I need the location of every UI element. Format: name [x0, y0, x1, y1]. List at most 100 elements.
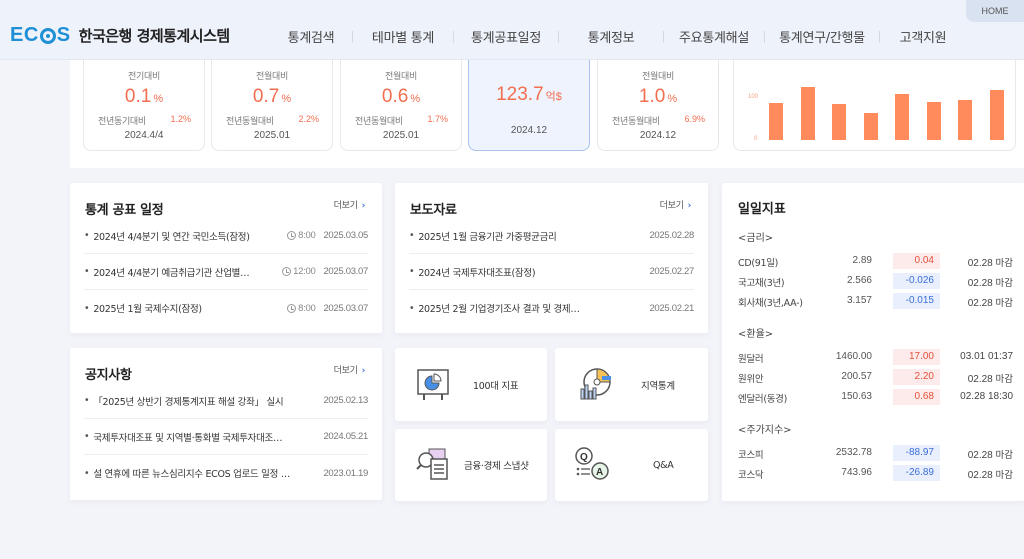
indicator-name: 코스피 — [738, 450, 764, 461]
tile-qa[interactable]: Q A Q&A — [555, 429, 708, 501]
notice-more-link[interactable]: 더보기 › — [333, 366, 366, 376]
nav-theme-stats[interactable]: 테마별 통계 — [371, 31, 435, 46]
presentation-chart-icon — [415, 365, 459, 405]
chart-bar — [989, 90, 1004, 140]
tile-regional-stats[interactable]: 지역통계 — [555, 348, 708, 421]
press-more-link[interactable]: 더보기 › — [659, 201, 692, 211]
press-item[interactable]: • 2025년 2월 기업경기조사 결과 및 경제… 2025.02.21 — [409, 290, 694, 326]
nav-customer-support[interactable]: 고객지원 — [899, 31, 947, 46]
site-logo[interactable]: EC S 한국은행 경제통계시스템 — [10, 24, 230, 47]
schedule-item[interactable]: • 2024년 4/4분기 예금취급기관 산업별… 12:00 2025.03.… — [84, 254, 368, 290]
svg-text:A: A — [596, 467, 603, 478]
chevron-right-icon: › — [361, 366, 366, 376]
indicator-row[interactable]: 원위안 200.57 2.20 02.28 마감 — [738, 367, 1013, 387]
bullet-icon: • — [84, 266, 90, 277]
tile-top-100-indicators[interactable]: 100대 지표 — [395, 348, 547, 421]
nav-research-publications[interactable]: 통계연구/간행물 — [779, 31, 865, 46]
indicator-name: 엔달러(동경) — [738, 394, 788, 405]
stat-card-ppi[interactable]: 전월대비 0.6% 전년동월대비 1.7% 2025.01 — [340, 60, 462, 151]
item-title: 2024년 4/4분기 예금취급기관 산업별… — [93, 267, 250, 279]
press-item[interactable]: • 2025년 1월 금융기관 가중평균금리 2025.02.28 — [409, 218, 694, 254]
stat-label: 전월대비 — [256, 72, 288, 82]
stat-sub-value: 1.7% — [427, 114, 448, 124]
mini-bar-chart[interactable]: 100 0 — [733, 60, 1016, 151]
stat-card-gdp[interactable]: 전기대비 0.1% 전년동기대비 1.2% 2024.4/4 — [83, 60, 205, 151]
stat-card-cpi[interactable]: 전월대비 0.7% 전년동월대비 2.2% 2025.01 — [211, 60, 333, 151]
site-header: EC S 한국은행 경제통계시스템 통계검색 테마별 통계 통계공표일정 통계정보… — [0, 0, 1024, 60]
chart-bar — [769, 103, 783, 140]
stat-card-current-account[interactable]: 123.7 억$ 2024.12 — [468, 60, 590, 151]
nav-key-stats-explained[interactable]: 주요통계해설 — [679, 31, 749, 46]
tile-label: Q&A — [653, 459, 674, 471]
bullet-icon: • — [84, 395, 90, 406]
indicator-row[interactable]: 원달러 1460.00 17.00 03.01 01:37 — [738, 347, 1013, 367]
item-title: 국제투자대조표 및 지역별·통화별 국제투자대조… — [93, 432, 283, 444]
nav-release-schedule[interactable]: 통계공표일정 — [471, 31, 541, 46]
notice-item[interactable]: • 국제투자대조표 및 지역별·통화별 국제투자대조… 2024.05.21 — [84, 419, 368, 455]
stat-card-industrial[interactable]: 전월대비 1.0% 전년동월대비 6.9% 2024.12 — [597, 60, 719, 151]
nav-stat-info[interactable]: 통계정보 — [587, 31, 635, 46]
tile-financial-snapshot[interactable]: 금융·경제 스냅샷 — [395, 429, 547, 501]
panel-title: 보도자료 — [410, 203, 457, 218]
indicator-time: 02.28 마감 — [967, 450, 1013, 461]
indicator-row[interactable]: 코스피 2532.78 -88.97 02.28 마감 — [738, 443, 1013, 463]
indicator-change: 0.04 — [893, 253, 940, 269]
item-title: 2024년 국제투자대조표(잠정) — [418, 267, 536, 279]
press-item[interactable]: • 2024년 국제투자대조표(잠정) 2025.02.27 — [409, 254, 694, 290]
stat-date: 2024.4/4 — [124, 130, 164, 141]
nav-divider — [764, 30, 765, 43]
schedule-item[interactable]: • 2025년 1월 국제수지(잠정) 8:00 2025.03.07 — [84, 290, 368, 326]
indicator-time: 02.28 마감 — [967, 470, 1013, 481]
indicator-name: 원달러 — [738, 354, 764, 365]
chart-bar — [863, 113, 878, 140]
indicator-change: 0.68 — [893, 389, 940, 405]
item-date: 2025.03.07 — [323, 266, 368, 277]
bullet-icon: • — [409, 266, 415, 277]
item-title: 2025년 2월 기업경기조사 결과 및 경제… — [418, 304, 580, 315]
notice-item[interactable]: • 「2025년 상반기 경제통계지표 해설 강좌」 실시 2025.02.13 — [84, 383, 368, 419]
indicator-name: 회사채(3년,AA-) — [738, 298, 803, 309]
home-button[interactable]: HOME — [966, 0, 1024, 22]
item-title: 설 연휴에 따른 뉴스심리지수 ECOS 업로드 일정 … — [93, 469, 290, 480]
indicator-name: CD(91일) — [738, 258, 779, 269]
stat-sub-value: 6.9% — [684, 114, 705, 124]
indicator-value: 1460.00 — [835, 351, 872, 362]
notice-item[interactable]: • 설 연휴에 따른 뉴스심리지수 ECOS 업로드 일정 … 2023.01.… — [84, 455, 368, 491]
indicator-value: 743.96 — [841, 467, 872, 478]
indicator-row[interactable]: CD(91일) 2.89 0.04 02.28 마감 — [738, 251, 1013, 271]
clock-icon — [287, 303, 297, 313]
indicator-row[interactable]: 엔달러(동경) 150.63 0.68 02.28 18:30 — [738, 387, 1013, 407]
nav-divider — [558, 30, 559, 43]
y-tick-0: 0 — [754, 136, 758, 142]
indicator-value: 200.57 — [841, 371, 872, 382]
stat-value: 1.0% — [638, 86, 678, 107]
indicator-change: -26.89 — [893, 465, 940, 481]
regional-stats-icon — [575, 365, 619, 405]
indicator-row[interactable]: 회사채(3년,AA-) 3.157 -0.015 02.28 마감 — [738, 291, 1013, 311]
chart-bar — [832, 104, 846, 140]
svg-text:Q: Q — [580, 452, 588, 463]
indicator-row[interactable]: 코스닥 743.96 -26.89 02.28 마감 — [738, 463, 1013, 483]
stat-label: 전기대비 — [128, 72, 160, 82]
stat-sub-value: 2.2% — [298, 114, 319, 124]
nav-stat-search[interactable]: 통계검색 — [287, 31, 335, 46]
stat-value: 0.6% — [381, 86, 421, 107]
indicator-group-title: <금리> — [738, 233, 774, 244]
indicator-time: 02.28 마감 — [967, 374, 1013, 385]
bullet-icon: • — [84, 431, 90, 442]
item-date: 2023.01.19 — [323, 467, 368, 479]
stat-date: 2025.01 — [382, 130, 420, 141]
panel-title: 일일지표 — [738, 202, 786, 217]
stat-sub-label: 전년동기대비 — [98, 117, 146, 127]
main-nav: 통계검색 테마별 통계 통계공표일정 통계정보 주요통계해설 통계연구/간행물 … — [270, 27, 966, 46]
clock-icon — [282, 267, 292, 276]
schedule-item[interactable]: • 2024년 4/4분기 및 연간 국민소득(잠정) 8:00 2025.03… — [84, 218, 368, 254]
y-tick-100: 100 — [748, 94, 759, 100]
indicator-row[interactable]: 국고채(3년) 2.566 -0.026 02.28 마감 — [738, 271, 1013, 291]
schedule-more-link[interactable]: 더보기 › — [333, 201, 366, 211]
stat-sub-value: 1.2% — [170, 114, 191, 124]
chevron-right-icon: › — [687, 201, 692, 211]
notice-panel: 공지사항 더보기 › • 「2025년 상반기 경제통계지표 해설 강좌」 실시 … — [70, 348, 382, 500]
clock-icon — [287, 231, 297, 240]
bullet-icon: • — [84, 467, 90, 479]
